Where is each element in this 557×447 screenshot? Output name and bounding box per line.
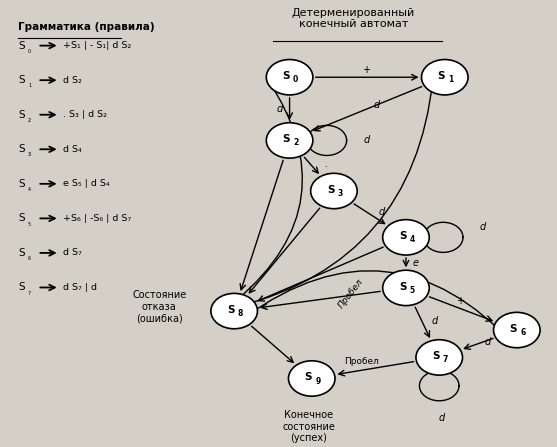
Text: Детерменированный
конечный автомат: Детерменированный конечный автомат bbox=[292, 8, 415, 30]
Text: d: d bbox=[379, 207, 385, 217]
Text: 0: 0 bbox=[293, 75, 299, 84]
Text: S: S bbox=[399, 282, 407, 291]
Text: 5: 5 bbox=[409, 286, 414, 295]
Text: 4: 4 bbox=[409, 236, 415, 245]
Text: S: S bbox=[510, 324, 517, 334]
Text: 3: 3 bbox=[338, 189, 343, 198]
Text: ₆: ₆ bbox=[28, 253, 31, 262]
Text: S: S bbox=[18, 283, 25, 292]
Text: d: d bbox=[439, 413, 445, 422]
Text: d: d bbox=[374, 100, 380, 110]
Text: S: S bbox=[18, 248, 25, 258]
Text: S: S bbox=[227, 305, 234, 315]
Text: ₃: ₃ bbox=[28, 149, 31, 158]
Text: ₀: ₀ bbox=[28, 46, 31, 55]
Text: ₇: ₇ bbox=[28, 287, 31, 297]
Circle shape bbox=[383, 219, 429, 255]
Text: S: S bbox=[18, 75, 25, 85]
Text: S: S bbox=[18, 110, 25, 120]
Text: Пробел: Пробел bbox=[344, 357, 379, 366]
Text: d: d bbox=[363, 135, 369, 145]
Text: 7: 7 bbox=[443, 355, 448, 364]
Text: e S₅ | d S₄: e S₅ | d S₄ bbox=[63, 179, 110, 188]
Text: d S₄: d S₄ bbox=[63, 145, 82, 154]
Circle shape bbox=[266, 123, 313, 158]
Text: Состояние
отказа
(ошибка): Состояние отказа (ошибка) bbox=[132, 290, 187, 324]
Text: Конечное
состояние
(успех): Конечное состояние (успех) bbox=[282, 410, 335, 443]
Text: S: S bbox=[18, 41, 25, 51]
Text: Грамматика (правила): Грамматика (правила) bbox=[18, 22, 155, 33]
Text: e: e bbox=[413, 257, 419, 268]
Text: ₅: ₅ bbox=[28, 219, 31, 228]
Text: ₄: ₄ bbox=[28, 184, 31, 193]
Text: +S₁ | - S₁| d S₂: +S₁ | - S₁| d S₂ bbox=[63, 41, 131, 50]
Text: d S₇ | d: d S₇ | d bbox=[63, 283, 97, 292]
Circle shape bbox=[416, 340, 462, 375]
Circle shape bbox=[211, 293, 257, 329]
Text: 2: 2 bbox=[293, 139, 299, 148]
Text: 6: 6 bbox=[520, 328, 526, 337]
Circle shape bbox=[289, 361, 335, 396]
Circle shape bbox=[383, 270, 429, 306]
Text: S: S bbox=[18, 213, 25, 224]
Text: S: S bbox=[399, 231, 407, 241]
Text: S: S bbox=[305, 372, 312, 382]
Text: S: S bbox=[327, 185, 334, 195]
Text: S: S bbox=[18, 144, 25, 154]
Text: 8: 8 bbox=[238, 309, 243, 318]
Text: +: + bbox=[363, 65, 371, 75]
Text: 1: 1 bbox=[448, 75, 453, 84]
Text: Пробел: Пробел bbox=[336, 277, 365, 310]
Circle shape bbox=[311, 173, 357, 209]
Text: . S₃ | d S₂: . S₃ | d S₂ bbox=[63, 110, 108, 119]
Text: ₂: ₂ bbox=[28, 115, 31, 124]
Text: d: d bbox=[432, 316, 438, 325]
Text: +S₆ | -S₆ | d S₇: +S₆ | -S₆ | d S₇ bbox=[63, 214, 131, 223]
Circle shape bbox=[266, 59, 313, 95]
Text: S: S bbox=[438, 71, 445, 81]
Text: d S₂: d S₂ bbox=[63, 76, 82, 84]
Circle shape bbox=[422, 59, 468, 95]
Text: S: S bbox=[18, 179, 25, 189]
Text: 9: 9 bbox=[315, 376, 320, 385]
Text: d: d bbox=[276, 104, 283, 114]
Text: ₁: ₁ bbox=[28, 80, 31, 89]
Text: .: . bbox=[324, 159, 327, 169]
Text: d: d bbox=[480, 222, 486, 232]
Text: S: S bbox=[282, 134, 290, 144]
Text: S: S bbox=[282, 71, 290, 81]
Text: S: S bbox=[432, 351, 439, 361]
Circle shape bbox=[494, 312, 540, 348]
Text: d S₇: d S₇ bbox=[63, 249, 82, 257]
Text: d: d bbox=[485, 337, 491, 346]
Text: +: + bbox=[457, 296, 466, 306]
